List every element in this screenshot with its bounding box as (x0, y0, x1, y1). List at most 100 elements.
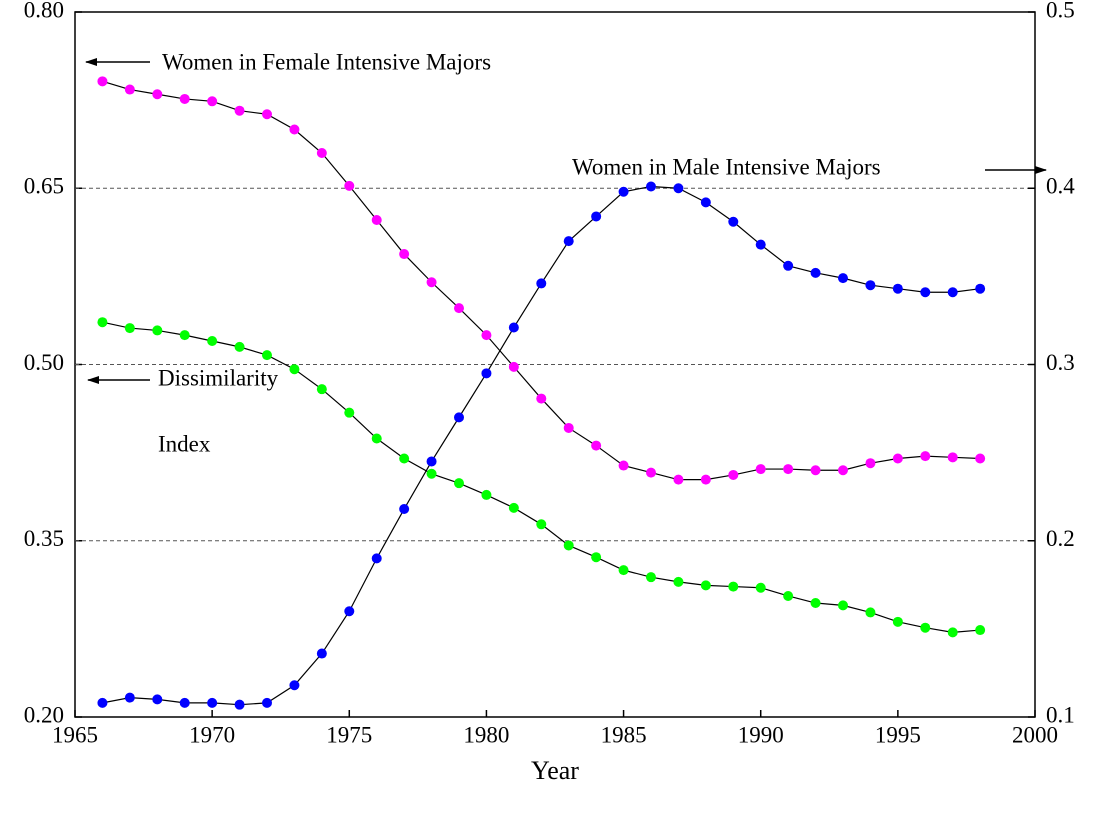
x-tick-label: 1970 (189, 722, 235, 747)
data-point (152, 694, 163, 705)
data-point (700, 580, 711, 591)
y-tick-label: 0.80 (24, 0, 64, 22)
data-point (97, 317, 108, 328)
data-point (179, 93, 190, 104)
data-point (646, 467, 656, 478)
data-point (591, 211, 602, 222)
x-tick-label: 2000 (1012, 722, 1058, 747)
data-point (454, 478, 464, 489)
data-point (591, 440, 602, 451)
y-tick-label: 0.50 (24, 350, 64, 375)
data-point (508, 361, 519, 372)
data-point (426, 456, 437, 467)
data-point (947, 287, 958, 298)
data-point (97, 76, 108, 87)
data-point (316, 384, 327, 395)
data-point (289, 124, 300, 135)
data-point (755, 582, 766, 593)
data-point (947, 452, 958, 463)
data-point (646, 181, 656, 192)
data-point (783, 464, 794, 475)
data-point (454, 303, 464, 314)
data-point (289, 680, 300, 691)
data-point (920, 451, 931, 462)
x-axis-label: Year (531, 756, 579, 785)
data-point (975, 625, 986, 636)
x-tick-label: 1965 (52, 722, 98, 747)
annotation: Women in Male Intensive Majors (572, 154, 881, 179)
data-point (975, 283, 986, 294)
data-point (892, 283, 903, 294)
data-point (618, 565, 629, 576)
data-point (426, 277, 437, 288)
data-point (234, 699, 245, 710)
data-point (289, 364, 300, 375)
data-point (810, 465, 821, 476)
data-point (728, 469, 739, 480)
data-point (591, 552, 602, 563)
data-point (892, 453, 903, 464)
data-point (371, 553, 382, 564)
data-point (262, 350, 272, 361)
data-point (481, 330, 492, 341)
x-tick-label: 1980 (463, 722, 509, 747)
data-point (838, 600, 848, 611)
data-point (728, 216, 739, 227)
data-point (563, 422, 574, 433)
data-point (865, 458, 876, 469)
data-point (234, 105, 245, 116)
data-point (179, 330, 190, 341)
data-point (618, 460, 629, 471)
y-tick-label: 0.35 (24, 526, 64, 551)
data-point (124, 692, 135, 703)
data-point (920, 287, 931, 298)
data-point (207, 336, 218, 346)
data-point (179, 697, 190, 708)
data-point (234, 341, 245, 352)
y2-tick-label: 0.1 (1046, 702, 1075, 727)
data-point (536, 393, 547, 404)
annotation: Women in Female Intensive Majors (162, 49, 491, 74)
data-point (262, 697, 272, 708)
x-tick-label: 1975 (326, 722, 372, 747)
data-point (344, 606, 355, 617)
y-tick-label: 0.20 (24, 702, 64, 727)
data-point (124, 84, 135, 95)
data-point (508, 502, 519, 513)
x-tick-label: 1985 (601, 722, 647, 747)
data-point (646, 572, 656, 583)
y2-tick-label: 0.4 (1046, 174, 1075, 199)
data-point (207, 96, 218, 107)
data-point (700, 474, 711, 485)
y2-tick-label: 0.5 (1046, 0, 1075, 22)
data-point (399, 504, 410, 515)
x-tick-label: 1990 (738, 722, 784, 747)
data-point (975, 453, 986, 464)
data-point (262, 109, 272, 120)
data-point (207, 697, 218, 708)
data-point (536, 519, 547, 530)
data-point (481, 489, 492, 500)
y-tick-label: 0.65 (24, 174, 64, 199)
data-point (673, 183, 684, 194)
data-point (152, 89, 163, 100)
data-point (371, 214, 382, 225)
data-point (673, 474, 684, 485)
y2-tick-label: 0.2 (1046, 526, 1075, 551)
data-point (536, 278, 547, 289)
data-point (152, 325, 163, 336)
data-point (124, 323, 135, 334)
data-point (508, 322, 519, 333)
data-point (454, 412, 464, 423)
annotation: Dissimilarity (158, 365, 279, 390)
data-point (810, 267, 821, 278)
data-point (399, 453, 410, 464)
series-line (102, 185, 981, 706)
data-point (700, 197, 711, 208)
data-point (865, 607, 876, 618)
data-point (755, 464, 766, 475)
data-point (399, 249, 410, 260)
data-point (920, 622, 931, 633)
data-point (316, 148, 327, 158)
